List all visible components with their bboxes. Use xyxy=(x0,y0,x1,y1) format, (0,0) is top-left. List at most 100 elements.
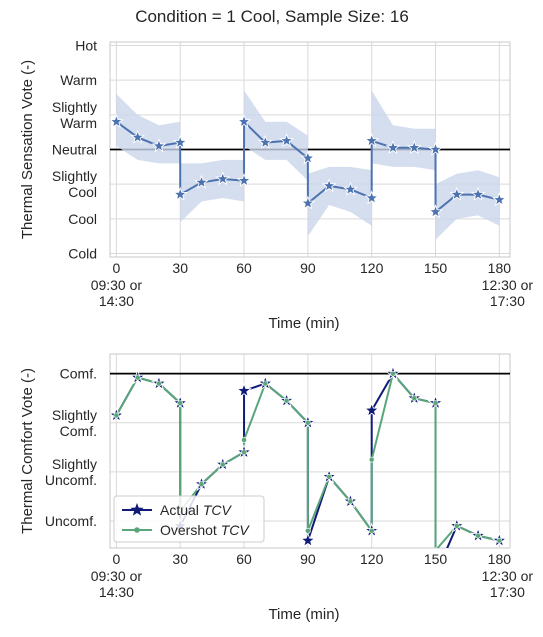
plot-area xyxy=(110,365,510,581)
overshot-tcv-line xyxy=(115,371,500,548)
tsv-confidence-band xyxy=(180,159,245,223)
legend-overshot-text: Overshot xyxy=(160,522,221,538)
overshot-tcv-point xyxy=(241,449,247,456)
tsv-point xyxy=(236,113,252,129)
x-tick-label: 60 xyxy=(236,260,252,276)
tsv-point xyxy=(151,138,167,153)
tsv-point xyxy=(236,172,252,188)
x-end-time-label: 12:30 or xyxy=(482,568,534,584)
tsv-point xyxy=(364,133,380,148)
tsv-point xyxy=(406,139,422,155)
overshot-tcv-point xyxy=(156,380,162,387)
x-tick-label: 90 xyxy=(300,260,316,276)
tsv-point xyxy=(428,204,443,219)
tsv-confidence-band xyxy=(371,90,436,171)
overshot-tcv-point xyxy=(347,498,354,505)
overshot-tcv-point xyxy=(326,473,333,480)
tsv-point xyxy=(385,139,401,155)
overshot-tcv-point xyxy=(262,380,269,387)
legend-overshot-marker xyxy=(134,527,140,533)
y-tick-label-line: Cool xyxy=(68,211,97,227)
overshot-tcv-point xyxy=(304,527,311,534)
x-tick-label: 120 xyxy=(360,260,384,276)
overshot-tcv-point xyxy=(496,537,503,544)
tsv-point xyxy=(194,174,209,189)
y-tick-label-line: Hot xyxy=(75,37,97,53)
legend-overshot-label: Overshot TCV xyxy=(160,522,250,538)
legend: Actual TCV Overshot TCV xyxy=(113,495,265,543)
overshot-tcv-point xyxy=(475,532,481,539)
tsv-point xyxy=(110,113,124,129)
tsv-point xyxy=(343,181,358,196)
y-tick-label-line: Warm xyxy=(60,115,97,131)
x-end-time-label: 12:30 or xyxy=(482,277,534,293)
x-tick-label: 30 xyxy=(172,551,188,567)
y-tick-label-line: Uncomf. xyxy=(45,513,97,529)
tsv-point xyxy=(364,190,380,205)
overshot-tcv-point xyxy=(432,400,439,407)
overshot-tcv-point xyxy=(411,395,418,402)
overshot-tcv-point xyxy=(198,481,205,488)
y-axis-label: Thermal Comfort Vote (-) xyxy=(19,368,36,534)
y-tick-label-line: Slightly xyxy=(52,456,97,472)
overshot-tcv-point xyxy=(304,419,311,426)
x-start-time-label: 09:30 or xyxy=(91,277,143,293)
tsv-point xyxy=(491,191,507,207)
x-tick-label: 90 xyxy=(300,551,316,567)
y-tick-label-line: Warm xyxy=(60,72,97,88)
legend-actual-star xyxy=(130,503,144,516)
x-end-time-label: 17:30 xyxy=(490,584,525,600)
legend-overshot-italic: TCV xyxy=(221,522,251,538)
y-tick-label: Cool xyxy=(68,211,97,227)
tsv-point xyxy=(470,186,486,201)
overshot-tcv-point xyxy=(241,437,247,443)
tsv-point xyxy=(300,195,316,210)
legend-actual-italic: TCV xyxy=(203,502,233,518)
tsv-point xyxy=(172,186,188,201)
x-end-time-label: 17:30 xyxy=(490,293,525,309)
figure-title: Condition = 1 Cool, Sample Size: 16 xyxy=(135,7,409,26)
overshot-tcv-point xyxy=(368,456,375,463)
y-tick-label-line: Slightly xyxy=(52,407,97,423)
y-tick-label-line: Comf. xyxy=(60,423,97,439)
overshot-tcv-point xyxy=(219,461,226,468)
x-tick-label: 150 xyxy=(424,551,448,567)
x-tick-label: 180 xyxy=(488,551,512,567)
tsv-point xyxy=(172,134,188,149)
tsv-point xyxy=(321,178,337,193)
y-tick-label-line: Cold xyxy=(68,246,97,262)
x-tick-label: 0 xyxy=(112,260,120,276)
actual-tcv-point xyxy=(429,568,442,581)
x-axis-label: Time (min) xyxy=(268,606,339,623)
overshot-tcv-point xyxy=(283,397,290,404)
x-start-time-label: 14:30 xyxy=(99,584,134,600)
plot-frame xyxy=(109,353,511,549)
plot-area xyxy=(110,90,510,240)
y-tick-label-line: Comf. xyxy=(60,366,97,382)
tsv-confidence-band xyxy=(244,90,308,181)
actual-tcv-point xyxy=(236,382,252,398)
y-tick-label: Slightly Warm xyxy=(52,99,97,131)
y-axis-label: Thermal Sensation Vote (-) xyxy=(19,60,36,239)
y-tick-label: Uncomf. xyxy=(45,513,97,529)
overshot-tcv-point xyxy=(113,412,120,419)
tsv-confidence-band xyxy=(307,166,372,237)
y-tick-label-line: Slightly xyxy=(52,168,97,184)
tsv-point xyxy=(130,129,146,144)
tsv-point xyxy=(257,134,273,149)
overshot-tcv-point xyxy=(390,370,396,377)
tsv-point xyxy=(428,141,443,156)
x-tick-label: 0 xyxy=(112,551,120,567)
y-tick-label: Cold xyxy=(68,246,97,262)
actual-tcv-point xyxy=(363,402,380,418)
x-start-time-label: 09:30 or xyxy=(91,568,143,584)
tsv-point xyxy=(279,133,295,148)
overshot-tcv-point xyxy=(177,400,184,407)
y-tick-label: Warm xyxy=(60,72,97,88)
y-tick-label: Neutral xyxy=(52,142,97,158)
y-tick-label: Slightly Uncomf. xyxy=(45,456,97,488)
legend-actual-label: Actual TCV xyxy=(160,502,232,518)
tsv-confidence-band xyxy=(435,170,500,240)
